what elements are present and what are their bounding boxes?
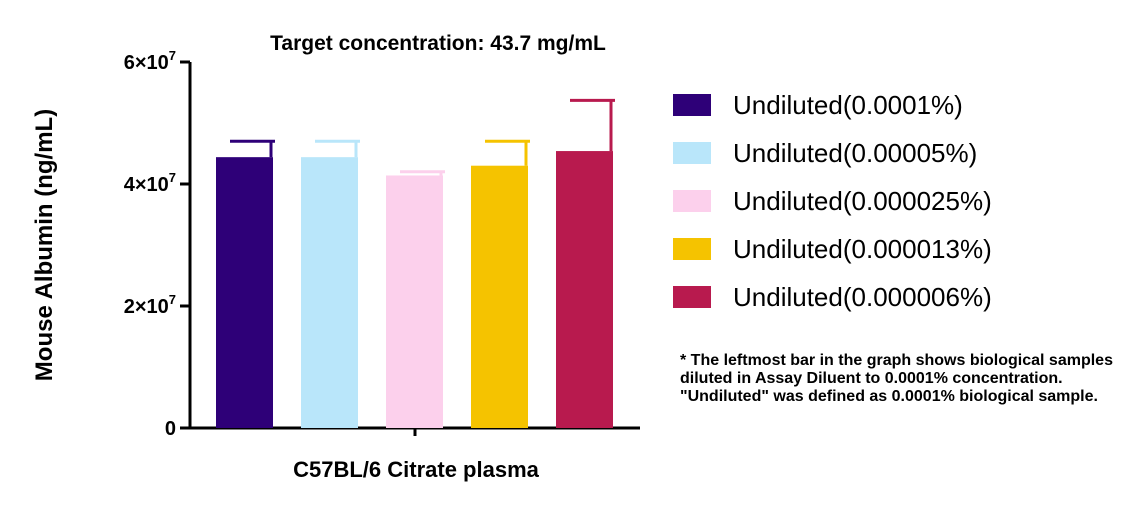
bar — [471, 165, 528, 428]
legend: Undiluted(0.0001%) Undiluted(0.00005%) Und… — [673, 90, 992, 312]
y-tick-label: 2×107 — [124, 292, 176, 318]
legend-swatch — [673, 286, 711, 308]
legend-swatch — [673, 238, 711, 260]
legend-label: Undiluted(0.000013%) — [733, 234, 992, 264]
bar — [556, 151, 613, 428]
y-axis-label: Mouse Albumin (ng/mL) — [31, 109, 58, 381]
y-tick-label: 0 — [165, 418, 176, 440]
y-tick-label: 6×107 — [124, 48, 176, 74]
legend-swatch — [673, 94, 711, 116]
legend-swatch — [673, 190, 711, 212]
x-axis-label: C57BL/6 Citrate plasma — [293, 457, 540, 482]
bar — [301, 157, 358, 428]
bar — [216, 157, 273, 428]
legend-label: Undiluted(0.000025%) — [733, 186, 992, 216]
footnote: * The leftmost bar in the graph shows bi… — [680, 352, 1113, 405]
y-tick-label: 4×107 — [124, 170, 176, 196]
bar — [386, 175, 443, 428]
bars-group — [216, 98, 615, 428]
legend-swatch — [673, 142, 711, 164]
legend-label: Undiluted(0.000006%) — [733, 282, 992, 312]
chart-title: Target concentration: 43.7 mg/mL — [270, 32, 606, 55]
legend-label: Undiluted(0.00005%) — [733, 138, 977, 168]
legend-label: Undiluted(0.0001%) — [733, 90, 963, 120]
